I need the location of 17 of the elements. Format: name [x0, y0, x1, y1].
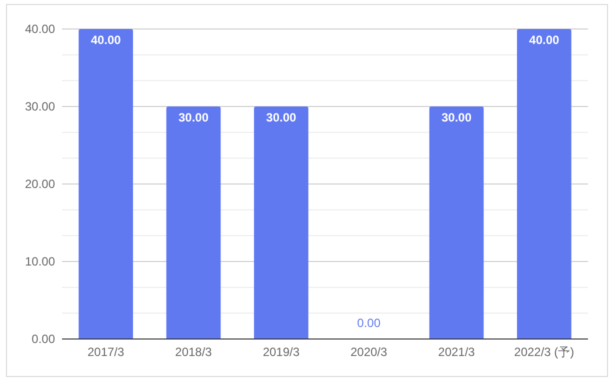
- y-tick-label: 40.00: [24, 22, 56, 36]
- y-tick-label: 20.00: [24, 177, 56, 191]
- x-tick-label: 2018/3: [175, 345, 212, 359]
- x-tick-label: 2022/3 (予): [514, 345, 574, 359]
- x-tick-label: 2021/3: [438, 345, 476, 359]
- data-label: 40.00: [529, 33, 560, 47]
- x-tick-label: 2019/3: [262, 345, 300, 359]
- x-tick-label: 2020/3: [350, 345, 388, 359]
- y-tick-label: 0.00: [32, 332, 56, 346]
- y-tick-label: 30.00: [24, 100, 56, 114]
- x-tick-label: 2017/3: [87, 345, 125, 359]
- data-label: 30.00: [441, 110, 472, 124]
- data-label: 30.00: [266, 110, 297, 124]
- data-label: 0.00: [357, 316, 381, 330]
- data-label: 30.00: [178, 110, 209, 124]
- y-tick-label: 10.00: [24, 254, 56, 268]
- data-label: 40.00: [90, 33, 122, 47]
